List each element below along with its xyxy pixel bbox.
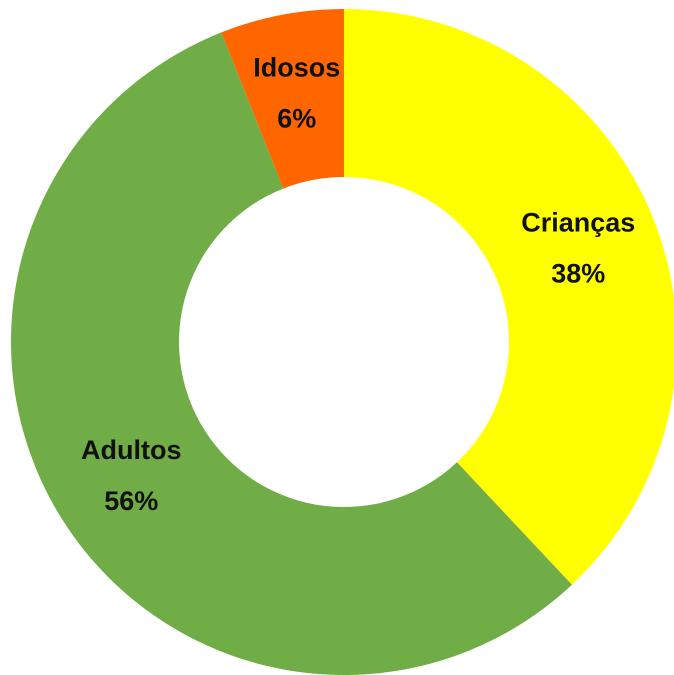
slice-label: Idosos <box>253 53 340 83</box>
donut-slice <box>344 9 674 585</box>
slice-value: 56% <box>104 486 158 516</box>
slice-value: 6% <box>277 104 316 134</box>
slice-label: Adultos <box>81 435 182 465</box>
slice-label: Crianças <box>521 207 635 237</box>
slice-value: 38% <box>551 258 605 288</box>
donut-slice <box>221 9 344 189</box>
donut-slice <box>11 32 572 675</box>
